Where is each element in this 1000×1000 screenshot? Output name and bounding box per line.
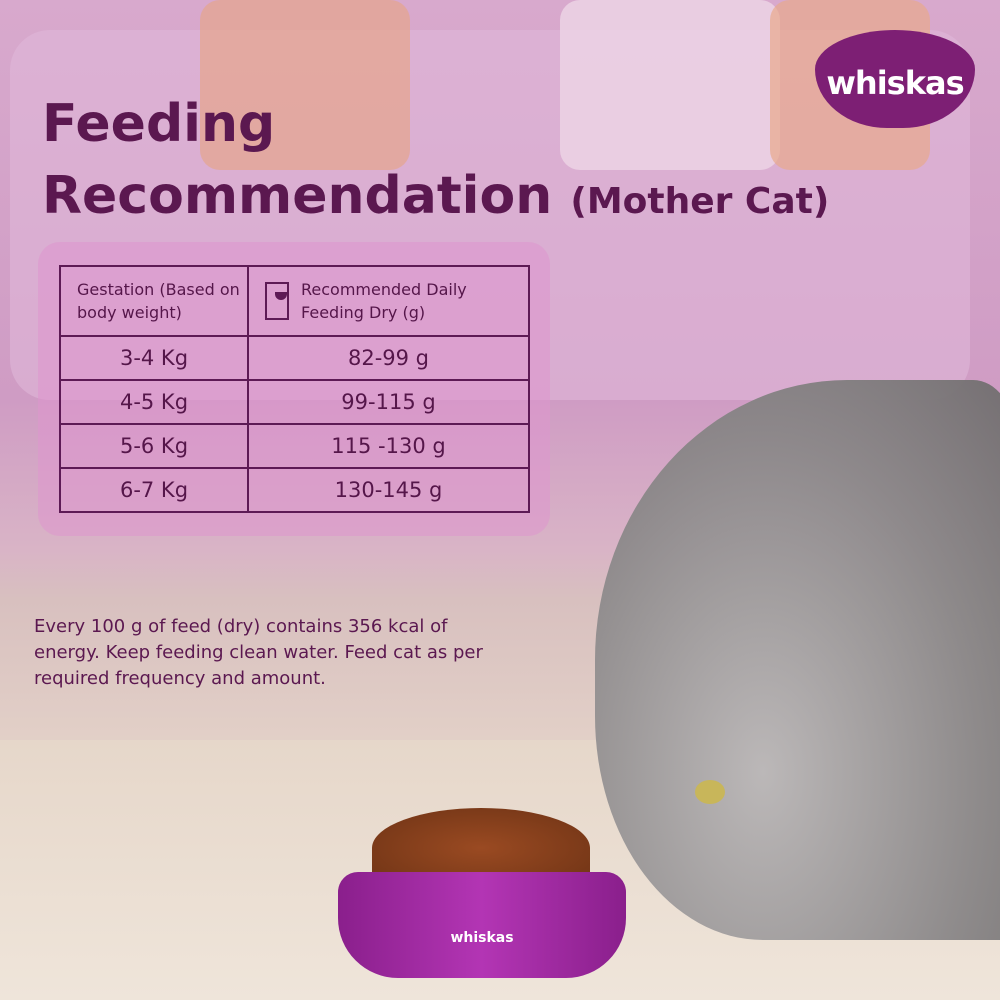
- header-feeding: Recommended Daily Feeding Dry (g): [247, 265, 530, 337]
- table-header-row: Gestation (Based on body weight) Recomme…: [59, 265, 530, 337]
- cat-image: [595, 380, 1000, 940]
- feeding-cell: 82-99 g: [247, 335, 530, 381]
- whiskas-logo: whiskas: [815, 30, 975, 128]
- feeding-cell: 99-115 g: [247, 379, 530, 425]
- weight-cell: 4-5 Kg: [59, 379, 249, 425]
- page-title: Feeding Recommendation (Mother Cat): [42, 88, 829, 238]
- energy-note: Every 100 g of feed (dry) contains 356 k…: [34, 616, 483, 689]
- table-row: 3-4 Kg 82-99 g: [59, 335, 530, 381]
- pillow: [560, 0, 780, 170]
- table-row: 6-7 Kg 130-145 g: [59, 467, 530, 513]
- header-weight: Gestation (Based on body weight): [59, 265, 249, 337]
- title-line2: Recommendation (Mother Cat): [42, 160, 829, 238]
- table-row: 5-6 Kg 115 -130 g: [59, 423, 530, 469]
- feeding-table: Gestation (Based on body weight) Recomme…: [59, 265, 530, 513]
- weight-cell: 5-6 Kg: [59, 423, 249, 469]
- weight-cell: 6-7 Kg: [59, 467, 249, 513]
- food-bag-icon: [265, 282, 290, 320]
- pillow: [200, 0, 410, 170]
- feeding-cell: 130-145 g: [247, 467, 530, 513]
- title-main: Recommendation: [42, 166, 553, 226]
- cat-eye: [695, 780, 725, 804]
- title-subtitle: (Mother Cat): [570, 181, 830, 222]
- food-bowl: whiskas: [338, 872, 626, 978]
- weight-cell: 3-4 Kg: [59, 335, 249, 381]
- feeding-cell: 115 -130 g: [247, 423, 530, 469]
- header-feeding-label: Recommended Daily Feeding Dry (g): [301, 280, 467, 322]
- table-row: 4-5 Kg 99-115 g: [59, 379, 530, 425]
- title-line1: Feeding: [42, 94, 276, 154]
- bowl-logo-text: whiskas: [450, 930, 514, 946]
- logo-text: whiskas: [826, 64, 964, 102]
